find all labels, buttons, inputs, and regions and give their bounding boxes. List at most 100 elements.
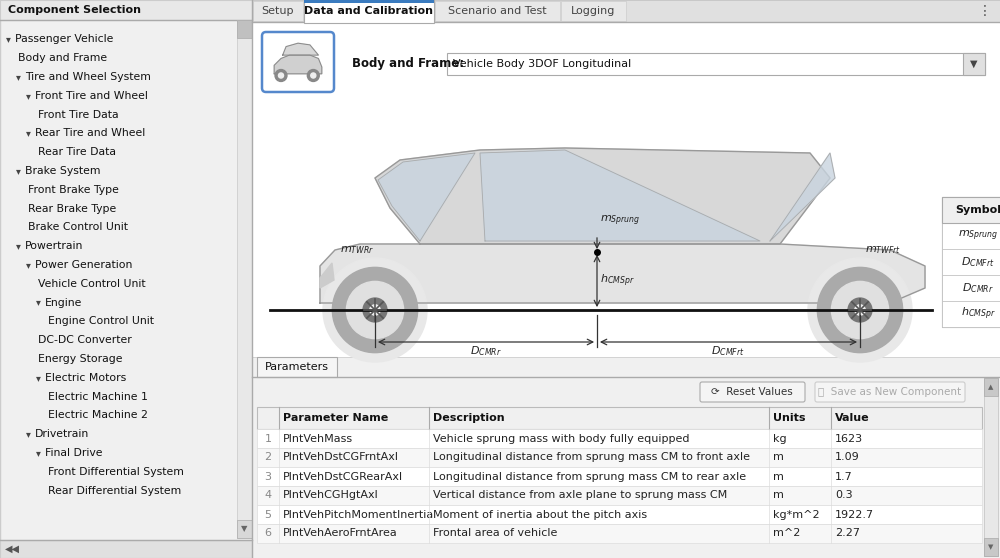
Bar: [942, 249, 1000, 275]
Text: PlntVehPitchMomentInertia: PlntVehPitchMomentInertia: [283, 509, 434, 519]
Text: ▼: ▼: [970, 59, 978, 69]
Text: $D_{CMRr}$: $D_{CMRr}$: [962, 281, 994, 295]
Circle shape: [848, 298, 872, 322]
Text: PlntVehCGHgtAxl: PlntVehCGHgtAxl: [283, 490, 379, 501]
Bar: [257, 407, 982, 429]
Circle shape: [311, 73, 316, 78]
Text: Vehicle sprung mass with body fully equipped: Vehicle sprung mass with body fully equi…: [433, 434, 690, 444]
Circle shape: [831, 281, 889, 339]
Text: Vehicle Body 3DOF Longitudinal: Vehicle Body 3DOF Longitudinal: [453, 59, 631, 69]
Text: Parameter Name: Parameter Name: [283, 413, 388, 423]
Text: $D_{CMRr}$: $D_{CMRr}$: [470, 344, 502, 358]
FancyBboxPatch shape: [700, 382, 805, 402]
Text: Body and Frame: Body and Frame: [18, 53, 107, 63]
FancyBboxPatch shape: [815, 382, 965, 402]
Text: PlntVehAeroFrntArea: PlntVehAeroFrntArea: [283, 528, 398, 538]
Text: Rear Tire Data: Rear Tire Data: [38, 147, 116, 157]
Bar: [963, 53, 985, 75]
Text: m^2: m^2: [773, 528, 800, 538]
Circle shape: [307, 70, 319, 81]
Text: Frontal area of vehicle: Frontal area of vehicle: [433, 528, 557, 538]
Bar: [253, 1, 303, 21]
Text: Electric Machine 1: Electric Machine 1: [48, 392, 148, 402]
Text: Front Tire Data: Front Tire Data: [38, 109, 119, 119]
Text: Description: Description: [433, 413, 505, 423]
Circle shape: [275, 70, 287, 81]
Polygon shape: [274, 55, 322, 74]
Polygon shape: [320, 263, 334, 288]
Text: PlntVehMass: PlntVehMass: [283, 434, 353, 444]
Text: $m_{Sprung}$: $m_{Sprung}$: [600, 214, 640, 228]
Text: ▾: ▾: [36, 448, 41, 458]
Bar: [942, 197, 1000, 327]
Bar: [435, 1, 560, 21]
Bar: [257, 429, 982, 448]
Text: PlntVehDstCGFrntAxl: PlntVehDstCGFrntAxl: [283, 453, 399, 463]
Bar: [984, 538, 998, 556]
Bar: [984, 378, 998, 556]
Text: ▾: ▾: [26, 260, 31, 270]
Text: Rear Brake Type: Rear Brake Type: [28, 204, 116, 214]
Text: m: m: [773, 472, 784, 482]
Circle shape: [332, 267, 418, 353]
Text: kg: kg: [773, 434, 787, 444]
Text: Units: Units: [773, 413, 806, 423]
Text: Front Brake Type: Front Brake Type: [28, 185, 119, 195]
Text: Engine: Engine: [45, 297, 82, 307]
Bar: [252, 22, 1000, 558]
Text: ▾: ▾: [26, 429, 31, 439]
Text: Brake System: Brake System: [25, 166, 100, 176]
Text: $m_{TWRr}$: $m_{TWRr}$: [340, 244, 374, 256]
Text: Component Selection: Component Selection: [8, 5, 141, 15]
Text: Scenario and Test: Scenario and Test: [448, 6, 547, 16]
Text: Front Tire and Wheel: Front Tire and Wheel: [35, 91, 148, 101]
Text: Final Drive: Final Drive: [45, 448, 103, 458]
Bar: [984, 378, 998, 396]
Bar: [237, 20, 252, 38]
Text: ▾: ▾: [6, 35, 11, 45]
Bar: [0, 0, 252, 20]
Bar: [252, 22, 1000, 357]
Bar: [304, 0, 434, 23]
Bar: [561, 1, 626, 21]
Circle shape: [363, 298, 387, 322]
Text: 0.3: 0.3: [835, 490, 853, 501]
Polygon shape: [320, 244, 925, 303]
Text: 1623: 1623: [835, 434, 863, 444]
Bar: [252, 357, 1000, 558]
Text: kg*m^2: kg*m^2: [773, 509, 820, 519]
Bar: [257, 357, 337, 377]
Bar: [237, 520, 252, 538]
Text: 5: 5: [264, 509, 272, 519]
Text: ▾: ▾: [16, 241, 21, 251]
Text: Longitudinal distance from sprung mass CM to front axle: Longitudinal distance from sprung mass C…: [433, 453, 750, 463]
Polygon shape: [283, 43, 318, 55]
Bar: [304, 0, 434, 2]
Text: Tire and Wheel System: Tire and Wheel System: [25, 72, 151, 82]
Text: 4: 4: [264, 490, 272, 501]
Text: Electric Motors: Electric Motors: [45, 373, 126, 383]
Circle shape: [817, 267, 903, 353]
Text: Rear Differential System: Rear Differential System: [48, 485, 181, 496]
Text: 1: 1: [264, 434, 272, 444]
Text: $m_{Sprung}$: $m_{Sprung}$: [958, 229, 998, 243]
Text: Passenger Vehicle: Passenger Vehicle: [15, 35, 113, 45]
Bar: [0, 540, 252, 558]
Circle shape: [346, 281, 404, 339]
Text: Moment of inertia about the pitch axis: Moment of inertia about the pitch axis: [433, 509, 647, 519]
Bar: [942, 223, 1000, 249]
Text: Brake Control Unit: Brake Control Unit: [28, 223, 128, 232]
Text: Rear Tire and Wheel: Rear Tire and Wheel: [35, 128, 145, 138]
Text: Symbol: Symbol: [955, 205, 1000, 215]
Bar: [942, 197, 1000, 223]
Text: ▾: ▾: [36, 373, 41, 383]
Text: Value: Value: [835, 413, 870, 423]
Bar: [257, 505, 982, 524]
Text: 1.7: 1.7: [835, 472, 853, 482]
Circle shape: [323, 258, 427, 362]
Text: Parameters: Parameters: [265, 362, 329, 372]
Text: ▾: ▾: [16, 72, 21, 82]
Text: 6: 6: [264, 528, 272, 538]
Text: Drivetrain: Drivetrain: [35, 429, 89, 439]
Bar: [257, 486, 982, 505]
